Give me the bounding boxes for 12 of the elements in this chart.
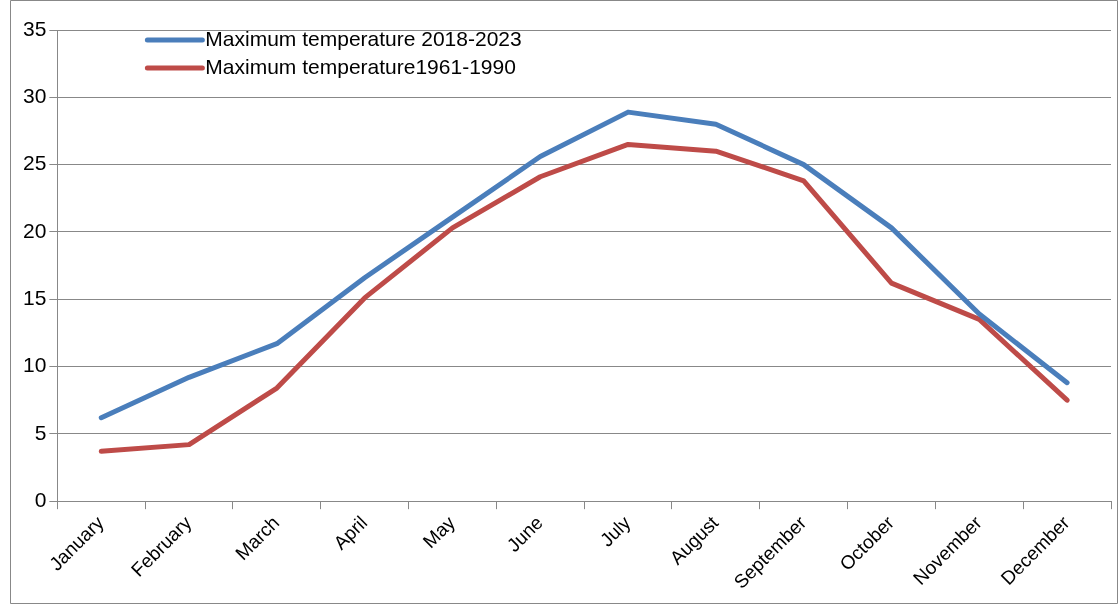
x-tick-label: July — [595, 511, 635, 551]
legend-label: Maximum temperature1961-1990 — [205, 54, 516, 78]
y-tick-label: 10 — [23, 353, 47, 377]
y-tick-label: 15 — [23, 286, 47, 310]
y-tick-label: 5 — [34, 420, 47, 444]
legend-label: Maximum temperature 2018-2023 — [205, 26, 522, 50]
y-tick-label: 20 — [23, 218, 47, 242]
y-tick-label: 25 — [23, 151, 47, 175]
y-tick-label: 0 — [34, 487, 47, 511]
y-tick-label: 35 — [23, 16, 47, 40]
y-tick-label: 30 — [23, 84, 47, 108]
x-tick-label: May — [418, 511, 460, 553]
